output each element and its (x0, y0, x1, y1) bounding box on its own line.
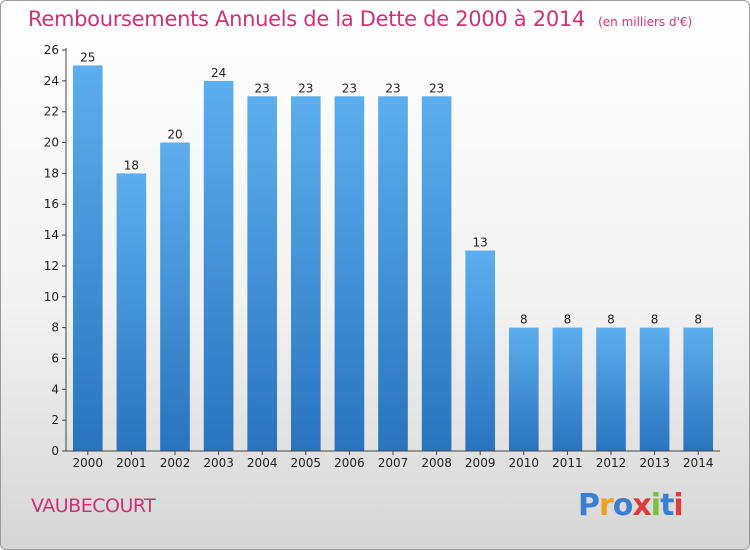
data-label: 8 (651, 313, 659, 327)
y-tick-label: 0 (51, 444, 59, 458)
y-tick-label: 22 (44, 105, 59, 119)
x-tick-label: 2007 (378, 456, 409, 470)
x-tick-label: 2000 (73, 456, 104, 470)
bar (378, 96, 408, 452)
data-label: 8 (564, 313, 572, 327)
y-tick-label: 14 (44, 228, 59, 242)
data-label: 8 (694, 313, 702, 327)
bar (72, 65, 103, 451)
bar (639, 327, 670, 451)
x-tick-label: 2002 (160, 456, 191, 470)
bars: 25 18 20 24 23 23 23 23 23 13 8 8 8 8 8 (72, 50, 714, 452)
bar (116, 173, 147, 451)
x-tick-label: 2013 (639, 456, 670, 470)
bar (596, 327, 626, 451)
bar (421, 96, 452, 452)
data-label: 18 (124, 158, 139, 172)
y-tick-label: 26 (44, 43, 59, 57)
bar (508, 327, 539, 451)
data-label: 23 (342, 81, 357, 95)
logo-letter: i (673, 488, 683, 523)
x-tick-label: 2012 (596, 456, 627, 470)
data-label: 13 (473, 236, 488, 250)
y-tick-label: 16 (44, 197, 59, 211)
y-tick-label: 20 (44, 136, 59, 150)
title-block: Remboursements Annuels de la Dette de 20… (28, 7, 692, 31)
bar (290, 96, 321, 452)
x-tick-label: 2003 (203, 456, 234, 470)
x-tick-label: 2006 (334, 456, 365, 470)
data-label: 23 (429, 81, 444, 95)
data-label: 23 (255, 81, 270, 95)
data-label: 23 (298, 81, 313, 95)
data-label: 24 (211, 66, 226, 80)
commune-name: VAUBECOURT (31, 495, 156, 517)
chart-unit: (en milliers d'€) (598, 15, 693, 29)
logo-letter: o (612, 488, 634, 523)
logo-letter: P (578, 488, 600, 523)
y-tick-label: 18 (44, 166, 59, 180)
chart-title: Remboursements Annuels de la Dette de 20… (28, 7, 585, 31)
bar (160, 142, 190, 452)
bar (334, 96, 365, 452)
data-label: 8 (607, 313, 615, 327)
y-tick-label: 4 (51, 382, 59, 396)
logo-letter: r (599, 488, 614, 523)
bar (203, 80, 234, 451)
data-label: 25 (80, 50, 95, 64)
y-tick-label: 8 (51, 321, 59, 335)
y-tick-label: 12 (44, 259, 59, 273)
bar (247, 96, 278, 452)
data-label: 20 (167, 128, 182, 142)
logo-letter: t (660, 488, 674, 523)
x-tick-label: 2001 (116, 456, 147, 470)
x-tick-label: 2011 (552, 456, 583, 470)
bar (465, 250, 496, 451)
x-tick-label: 2014 (683, 456, 714, 470)
y-tick-label: 2 (51, 413, 59, 427)
x-tick-label: 2004 (247, 456, 278, 470)
bar (683, 327, 714, 451)
y-tick-label: 10 (44, 290, 59, 304)
logo-letter: i (650, 488, 661, 523)
x-axis: 2000 2001 2002 2003 2004 2005 2006 2007 2008 2009… (66, 450, 720, 470)
x-tick-label: 2008 (421, 456, 452, 470)
y-tick-label: 24 (44, 74, 59, 88)
proxiti-logo: Proxiti (578, 488, 684, 523)
x-tick-label: 2005 (291, 456, 322, 470)
data-label: 8 (520, 313, 528, 327)
x-tick-label: 2010 (509, 456, 540, 470)
y-tick-label: 6 (51, 351, 59, 365)
logo-letter: x (632, 488, 651, 523)
x-tick-label: 2009 (465, 456, 496, 470)
data-label: 23 (385, 81, 400, 95)
bar (552, 327, 583, 451)
